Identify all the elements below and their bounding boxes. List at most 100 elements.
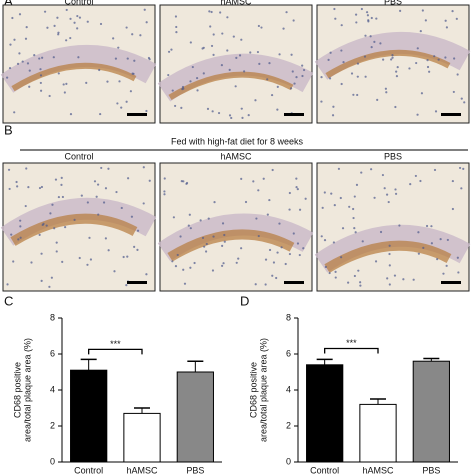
nucleus [148,179,151,182]
nucleus [60,183,63,186]
nucleus [107,249,110,252]
y-axis-label: CD68 positive [12,362,22,418]
nucleus [52,56,55,59]
nucleus [240,247,243,250]
nucleus [201,236,205,240]
nucleus [39,81,42,85]
nucleus [33,54,36,57]
nucleus [302,247,305,250]
nucleus [257,234,260,238]
nucleus [329,51,332,54]
nucleus [334,276,337,279]
nucleus [354,13,358,16]
nucleus [57,195,60,199]
nucleus [107,167,110,170]
nucleus [446,238,449,242]
nucleus [209,25,212,28]
nucleus [99,22,103,26]
nucleus [430,242,433,245]
nucleus [417,252,420,255]
nucleus [348,205,351,208]
tissue-band [0,197,157,246]
nucleus [388,252,391,256]
nucleus [352,93,355,96]
nucleus [202,46,205,49]
nucleus [12,260,15,263]
nucleus [211,110,214,113]
nucleus [457,271,460,274]
caption: Fed with high-fat diet for 8 weeks [171,136,304,146]
nucleus [295,186,298,189]
nucleus [136,229,140,232]
nucleus [270,93,274,97]
panel-label: B [4,122,13,137]
nucleus [182,268,185,271]
nucleus [328,271,331,275]
nucleus [439,237,442,241]
scale-bar [441,113,461,116]
nucleus [116,102,119,105]
nucleus [96,183,100,186]
nucleus [188,213,191,216]
nucleus [256,50,260,54]
nucleus [16,185,19,188]
nucleus [208,10,211,13]
nucleus [387,200,390,204]
nucleus [268,248,272,252]
nucleus [458,166,462,170]
nucleus [17,238,20,241]
nucleus [262,177,265,180]
nucleus [388,283,391,286]
nucleus [394,188,397,191]
significance-bracket [88,348,143,355]
nucleus [204,250,208,253]
nucleus [320,235,323,238]
nucleus [445,26,449,29]
nucleus [171,260,174,263]
nucleus [205,242,208,246]
nucleus [373,40,376,43]
nucleus [360,7,363,11]
nucleus [39,74,43,77]
nucleus [460,97,463,100]
nucleus [39,68,42,71]
nucleus [120,106,123,109]
nucleus [78,16,82,19]
nucleus [442,272,445,275]
y-tick-label: 0 [286,456,291,466]
nucleus [437,58,440,61]
nucleus [373,196,376,199]
image-label: PBS [384,151,402,161]
nucleus [295,76,298,79]
nucleus [228,114,232,117]
tissue-band [157,213,314,262]
nucleus [104,187,108,190]
nucleus [350,72,354,75]
nucleus [73,218,76,221]
nucleus [420,92,424,95]
nucleus [421,9,424,12]
nucleus [424,19,427,22]
tissue [157,10,314,120]
x-tick-label: hAMSC [362,465,394,474]
nucleus [369,35,372,38]
stain [168,71,294,101]
nucleus [230,116,233,120]
nucleus [395,75,399,78]
nucleus [18,13,22,16]
nucleus [255,217,258,220]
nucleus [412,278,415,281]
nucleus [43,10,47,13]
nucleus [460,187,463,190]
nucleus [57,33,60,36]
nucleus [189,227,192,230]
y-tick-label: 6 [286,348,291,358]
nucleus [77,56,80,59]
nucleus [30,261,33,264]
nucleus [139,34,142,37]
nucleus [334,270,337,273]
nucleus [62,83,65,86]
nucleus [211,269,215,272]
nucleus [257,24,260,28]
